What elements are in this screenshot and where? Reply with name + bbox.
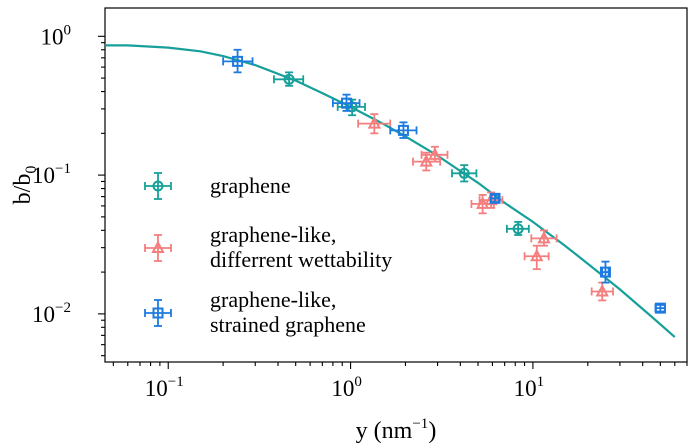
data-point — [489, 192, 501, 204]
x-axis-label: y (nm−1) — [356, 416, 437, 443]
legend-item: graphene — [144, 172, 291, 200]
data-marker — [599, 266, 611, 278]
x-tick-label: 101 — [514, 374, 545, 401]
fit-curve — [105, 44, 676, 338]
legend-label: differrent wettability — [210, 247, 392, 272]
data-point — [505, 221, 530, 236]
data-marker — [341, 97, 353, 109]
data-marker — [595, 283, 609, 297]
plot-frame — [104, 7, 688, 363]
series-circle — [273, 71, 530, 236]
legend-item: graphene-like,strained graphene — [144, 287, 366, 337]
x-axis-label-exp: −1 — [412, 416, 428, 432]
data-marker — [489, 192, 501, 204]
data-marker — [397, 124, 409, 136]
x-tick-label: 100 — [331, 374, 362, 401]
legend-marker — [152, 180, 164, 192]
data-marker — [654, 302, 666, 314]
data-point — [357, 113, 392, 135]
x-axis-label-main: y (nm — [356, 418, 413, 443]
data-point — [420, 145, 449, 163]
data-point — [273, 71, 305, 87]
data-marker — [512, 223, 524, 235]
x-axis-label-close: ) — [428, 418, 436, 443]
data-marker — [530, 248, 544, 262]
y-tick-label: 10−1 — [32, 161, 71, 188]
legend-label: graphene-like, — [210, 287, 336, 312]
data-point — [654, 302, 666, 314]
data-marker — [283, 73, 295, 85]
data-point — [590, 281, 614, 302]
data-point — [389, 121, 418, 139]
data-point — [599, 260, 611, 284]
data-marker — [458, 167, 470, 179]
data-point — [331, 93, 361, 112]
fit-curve-layer — [105, 44, 676, 338]
legend-label: strained graphene — [210, 312, 366, 337]
legend-marker — [152, 307, 164, 319]
legend-label: graphene — [210, 173, 291, 198]
data-marker — [367, 115, 381, 129]
y-axis-label-sub: 0 — [23, 166, 40, 174]
y-tick-label: 10−2 — [32, 300, 71, 327]
ticks-layer: 10−1 100 101 10−2 10−1 100 — [32, 22, 688, 401]
series-triangle — [357, 113, 614, 302]
series-square — [222, 48, 666, 314]
data-marker — [537, 230, 551, 244]
y-axis-label-main: b/b — [10, 174, 36, 205]
data-point — [451, 164, 478, 183]
y-tick-label: 100 — [41, 22, 72, 49]
x-tick-label: 10−1 — [145, 374, 184, 401]
legend-item: graphene-like,differrent wettability — [144, 222, 392, 272]
data-marker — [419, 154, 433, 167]
data-point — [523, 244, 550, 271]
data-marker — [232, 55, 244, 67]
series-layer — [222, 48, 666, 314]
data-point — [222, 48, 254, 74]
legend-label: graphene-like, — [210, 222, 336, 247]
data-marker — [484, 192, 498, 206]
y-axis-label: b/b0 — [10, 166, 40, 205]
data-marker — [428, 147, 442, 160]
legend-marker — [151, 240, 165, 253]
data-point — [530, 229, 558, 247]
